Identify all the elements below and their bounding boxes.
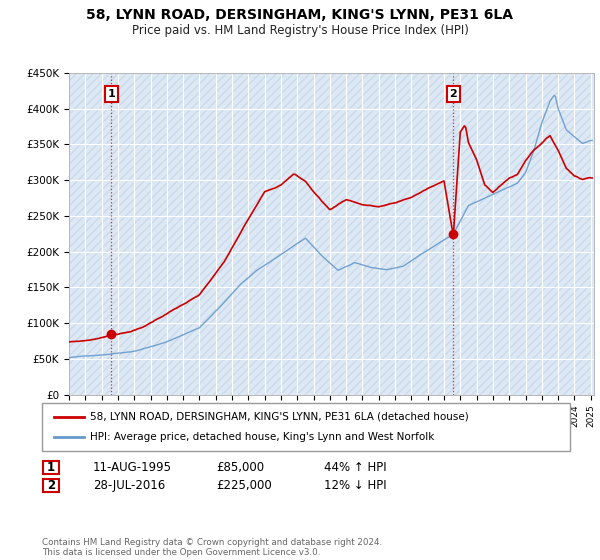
Text: 28-JUL-2016: 28-JUL-2016 — [93, 479, 165, 492]
Text: 2: 2 — [449, 89, 457, 99]
Text: 1: 1 — [47, 461, 55, 474]
Text: 58, LYNN ROAD, DERSINGHAM, KING'S LYNN, PE31 6LA (detached house): 58, LYNN ROAD, DERSINGHAM, KING'S LYNN, … — [90, 412, 469, 422]
Text: 12% ↓ HPI: 12% ↓ HPI — [324, 479, 386, 492]
Text: 44% ↑ HPI: 44% ↑ HPI — [324, 461, 386, 474]
Text: HPI: Average price, detached house, King's Lynn and West Norfolk: HPI: Average price, detached house, King… — [90, 432, 434, 442]
Text: Contains HM Land Registry data © Crown copyright and database right 2024.
This d: Contains HM Land Registry data © Crown c… — [42, 538, 382, 557]
Text: £225,000: £225,000 — [216, 479, 272, 492]
Text: 2: 2 — [47, 479, 55, 492]
Text: 11-AUG-1995: 11-AUG-1995 — [93, 461, 172, 474]
Text: 58, LYNN ROAD, DERSINGHAM, KING'S LYNN, PE31 6LA: 58, LYNN ROAD, DERSINGHAM, KING'S LYNN, … — [86, 8, 514, 22]
Text: 1: 1 — [107, 89, 115, 99]
Text: £85,000: £85,000 — [216, 461, 264, 474]
Text: Price paid vs. HM Land Registry's House Price Index (HPI): Price paid vs. HM Land Registry's House … — [131, 24, 469, 36]
